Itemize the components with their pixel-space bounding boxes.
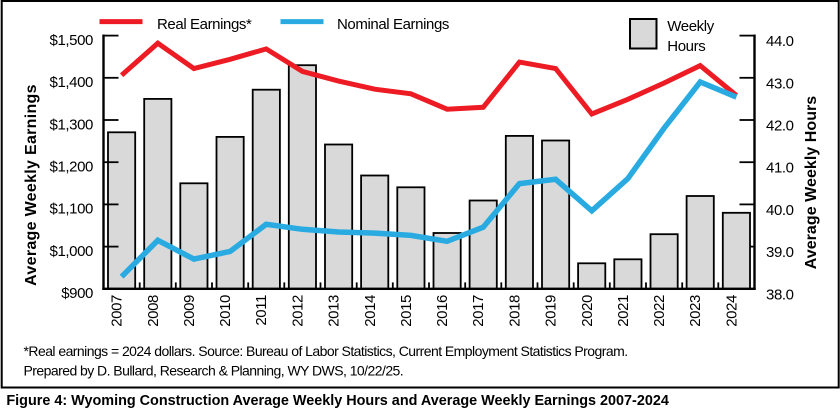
svg-text:2012: 2012	[289, 295, 306, 327]
svg-text:*Real earnings = 2024 dollars.: *Real earnings = 2024 dollars. Source: B…	[24, 343, 628, 359]
svg-text:2024: 2024	[723, 295, 740, 327]
svg-text:Nominal Earnings: Nominal Earnings	[337, 16, 449, 33]
svg-text:2008: 2008	[145, 295, 162, 327]
svg-text:Average Weekly Earnings: Average Weekly Earnings	[23, 84, 40, 286]
svg-text:44.0: 44.0	[766, 33, 794, 50]
svg-text:2009: 2009	[181, 295, 198, 327]
svg-text:$1,100: $1,100	[50, 201, 94, 218]
svg-text:2022: 2022	[651, 295, 668, 327]
svg-text:Weekly: Weekly	[667, 18, 714, 35]
svg-text:2023: 2023	[687, 295, 704, 327]
svg-text:Real Earnings*: Real Earnings*	[157, 16, 252, 33]
svg-text:2017: 2017	[470, 295, 487, 327]
svg-text:40.0: 40.0	[766, 202, 794, 219]
svg-text:2018: 2018	[506, 295, 523, 327]
svg-text:2021: 2021	[615, 295, 632, 327]
svg-text:2014: 2014	[362, 295, 379, 327]
svg-text:Average Weekly Hours: Average Weekly Hours	[803, 96, 820, 270]
svg-text:2020: 2020	[579, 295, 596, 327]
svg-text:$900: $900	[61, 285, 93, 302]
svg-text:Hours: Hours	[667, 38, 705, 55]
svg-text:38.0: 38.0	[766, 286, 794, 303]
svg-text:$1,500: $1,500	[50, 32, 94, 49]
svg-text:2016: 2016	[434, 295, 451, 327]
svg-text:2015: 2015	[398, 295, 415, 327]
svg-text:$1,400: $1,400	[50, 74, 94, 91]
svg-text:Figure 4: Wyoming Construction: Figure 4: Wyoming Construction Average W…	[6, 393, 668, 409]
svg-text:$1,200: $1,200	[50, 159, 94, 176]
svg-text:$1,000: $1,000	[50, 243, 94, 260]
svg-text:42.0: 42.0	[766, 118, 794, 135]
svg-text:2010: 2010	[217, 295, 234, 327]
svg-text:43.0: 43.0	[766, 75, 794, 92]
svg-text:41.0: 41.0	[766, 160, 794, 177]
svg-text:2007: 2007	[109, 295, 126, 327]
svg-text:2011: 2011	[253, 295, 270, 326]
svg-text:2013: 2013	[326, 295, 343, 327]
svg-text:2019: 2019	[543, 295, 560, 327]
svg-text:$1,300: $1,300	[50, 116, 94, 133]
svg-text:39.0: 39.0	[766, 244, 794, 261]
svg-text:Prepared by D. Bullard, Resear: Prepared by D. Bullard, Research & Plann…	[24, 363, 404, 379]
